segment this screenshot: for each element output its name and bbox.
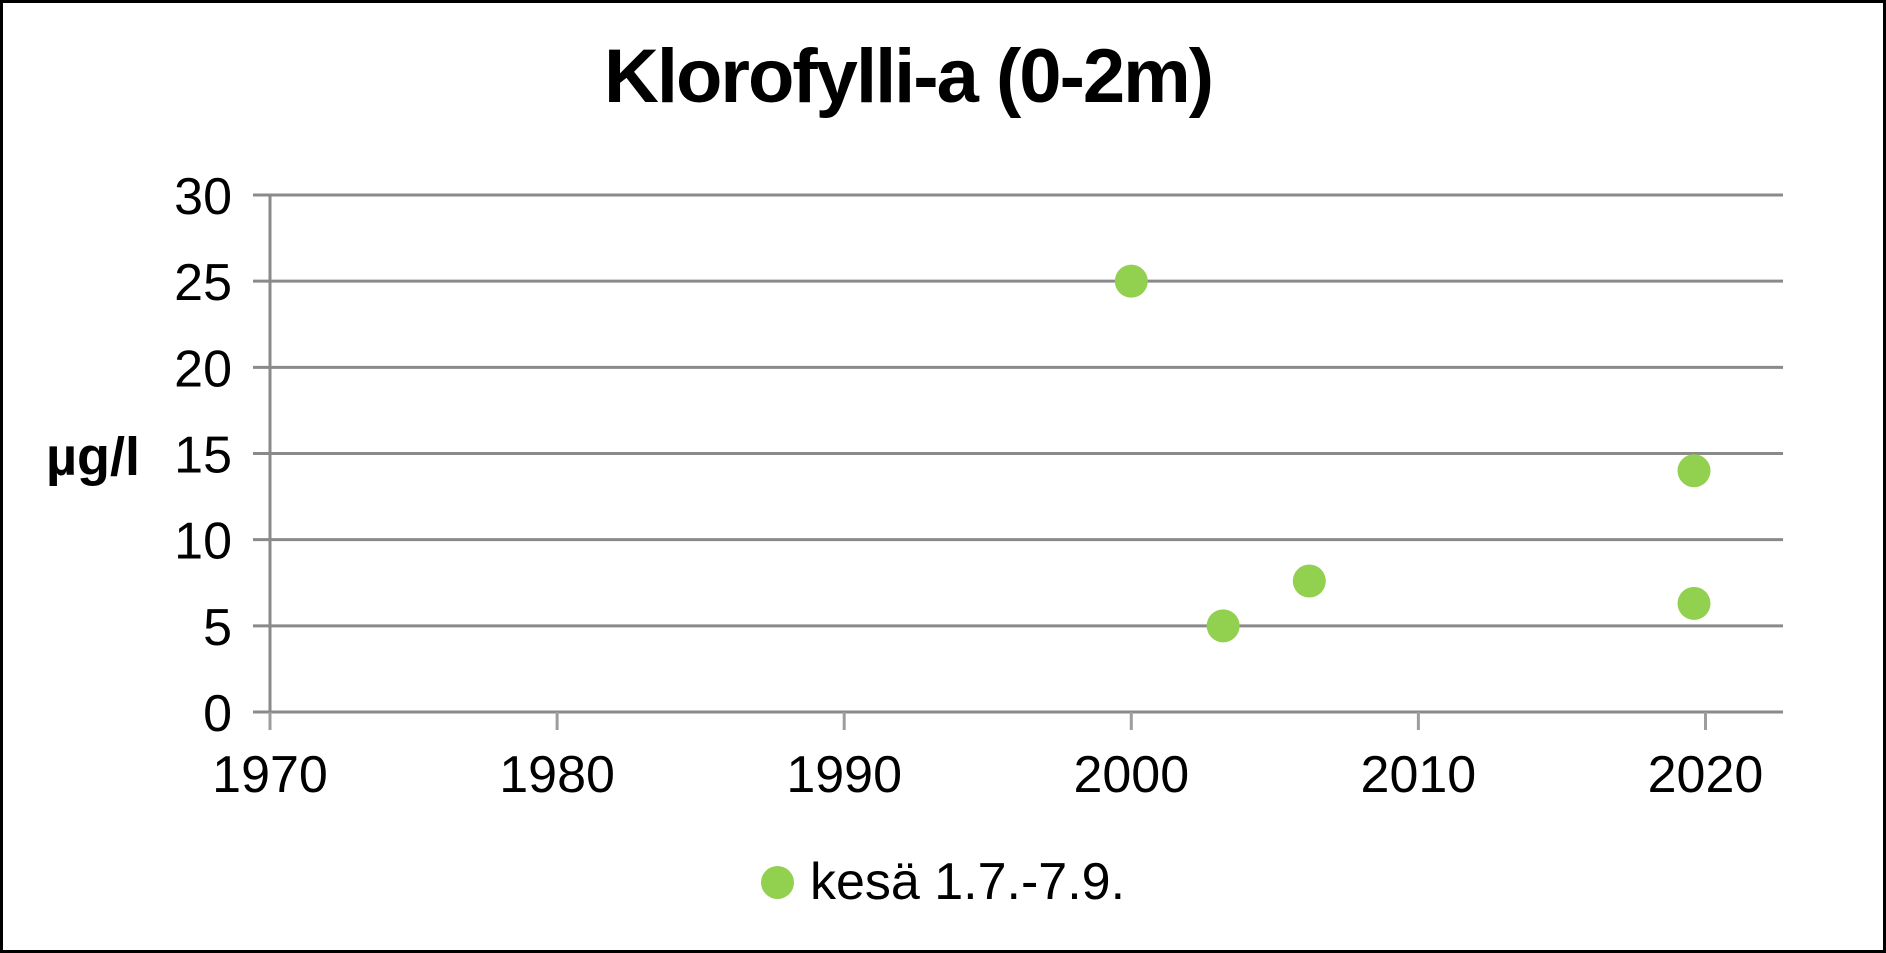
x-tick-label: 2000 bbox=[1073, 746, 1189, 804]
legend-marker-icon bbox=[760, 865, 794, 899]
y-axis-title: µg/l bbox=[45, 427, 141, 487]
data-point bbox=[1206, 609, 1240, 643]
data-point bbox=[1292, 564, 1326, 598]
chart-title: Klorofylli-a (0-2m) bbox=[603, 34, 1214, 119]
y-tick-label: 10 bbox=[174, 513, 232, 571]
x-tick-label: 1970 bbox=[212, 746, 328, 804]
y-tick-label: 15 bbox=[174, 427, 232, 485]
x-tick-label: 1990 bbox=[786, 746, 902, 804]
legend: kesä 1.7.-7.9. bbox=[3, 848, 1883, 916]
y-tick-label: 0 bbox=[203, 685, 232, 743]
x-tick-label: 2020 bbox=[1648, 746, 1764, 804]
plot-area: 0 5 10 15 20 25 30 1970 1980 1990 2000 2010 2020 bbox=[174, 168, 1783, 804]
x-tick-label: 1980 bbox=[499, 746, 615, 804]
y-tick-label: 5 bbox=[203, 599, 232, 657]
legend-label: kesä 1.7.-7.9. bbox=[809, 853, 1126, 911]
data-point bbox=[1114, 264, 1148, 298]
y-tick-label: 20 bbox=[174, 340, 232, 398]
data-point bbox=[1677, 586, 1711, 620]
data-point bbox=[1677, 454, 1711, 488]
x-tick-label: 2010 bbox=[1361, 746, 1477, 804]
y-tick-label: 30 bbox=[174, 168, 232, 226]
y-tick-label: 25 bbox=[174, 254, 232, 312]
